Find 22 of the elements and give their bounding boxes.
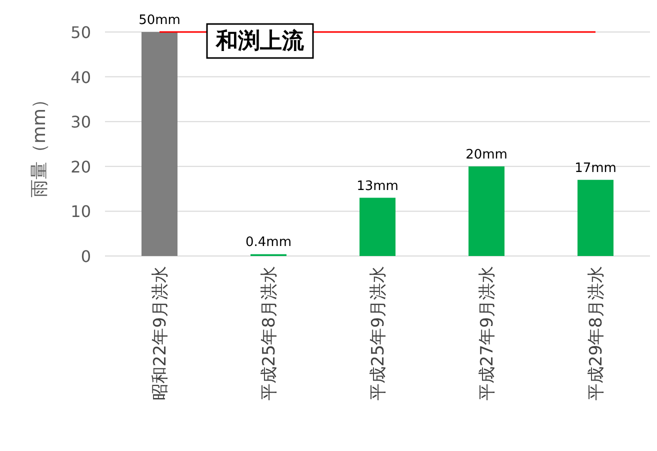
x-tick-label: 平成29年8月洪水 <box>586 266 606 400</box>
data-label: 20mm <box>466 147 508 162</box>
x-tick-label: 平成25年9月洪水 <box>368 266 388 400</box>
data-label: 0.4mm <box>245 235 292 250</box>
x-tick-label: 平成25年8月洪水 <box>260 266 280 400</box>
chart-title: 和渕上流 <box>215 28 305 54</box>
x-tick-label: 平成27年9月洪水 <box>478 266 498 400</box>
data-label: 13mm <box>356 178 398 194</box>
bar <box>468 166 504 256</box>
bar <box>360 198 396 256</box>
bar <box>578 180 614 256</box>
data-label: 50mm <box>138 13 180 28</box>
y-tick-label: 10 <box>70 202 91 222</box>
data-label: 17mm <box>574 160 616 176</box>
y-tick-label: 20 <box>70 157 91 176</box>
y-tick-label: 50 <box>70 23 91 42</box>
x-tick-label: 昭和22年9月洪水 <box>150 266 170 400</box>
y-tick-label: 0 <box>80 247 91 266</box>
y-tick-label: 40 <box>70 68 91 87</box>
y-axis-title: 雨量（mm） <box>29 90 50 198</box>
y-tick-label: 30 <box>70 112 91 132</box>
bar <box>142 32 178 256</box>
